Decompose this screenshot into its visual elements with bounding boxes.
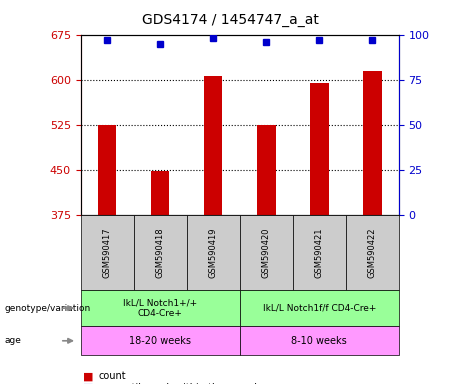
Text: GSM590421: GSM590421	[315, 227, 324, 278]
Text: IkL/L Notch1+/+
CD4-Cre+: IkL/L Notch1+/+ CD4-Cre+	[123, 298, 197, 318]
Text: percentile rank within the sample: percentile rank within the sample	[98, 383, 263, 384]
Bar	[98, 126, 117, 215]
Bar	[151, 170, 170, 215]
Text: ■: ■	[83, 383, 94, 384]
Text: 18-20 weeks: 18-20 weeks	[129, 336, 191, 346]
Bar	[257, 126, 276, 215]
Text: GSM590419: GSM590419	[209, 227, 218, 278]
Text: GDS4174 / 1454747_a_at: GDS4174 / 1454747_a_at	[142, 13, 319, 27]
Text: 8-10 weeks: 8-10 weeks	[291, 336, 347, 346]
Bar	[310, 83, 329, 215]
Text: genotype/variation: genotype/variation	[5, 304, 91, 313]
Text: GSM590417: GSM590417	[103, 227, 112, 278]
Text: IkL/L Notch1f/f CD4-Cre+: IkL/L Notch1f/f CD4-Cre+	[263, 304, 376, 313]
Text: age: age	[5, 336, 22, 345]
Text: ■: ■	[83, 371, 94, 381]
Text: count: count	[98, 371, 126, 381]
Bar	[363, 71, 382, 215]
Bar	[204, 76, 223, 215]
Text: GSM590420: GSM590420	[262, 227, 271, 278]
Text: GSM590422: GSM590422	[368, 227, 377, 278]
Text: GSM590418: GSM590418	[156, 227, 165, 278]
